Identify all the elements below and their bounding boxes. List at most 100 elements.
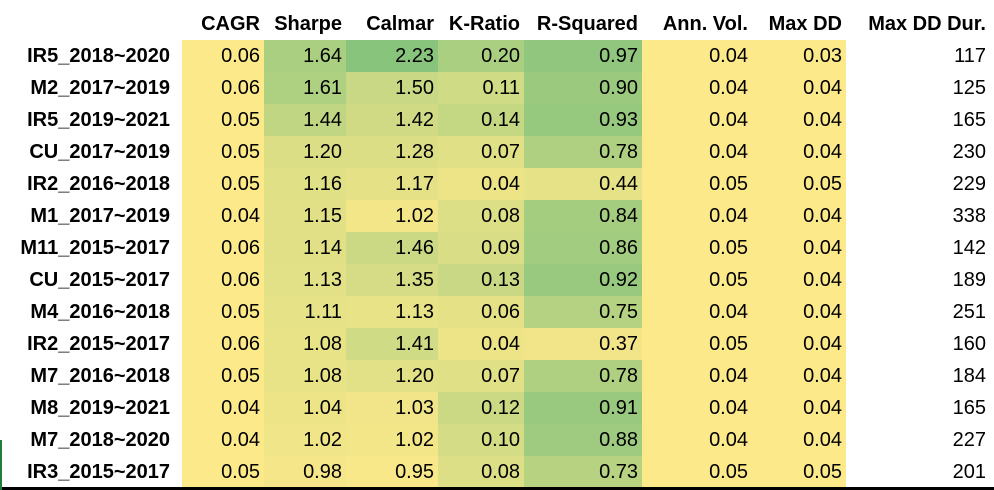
table-cell: 1.04 — [264, 392, 346, 424]
table-cell: 125 — [952, 77, 986, 99]
column-header: Ann. Vol. — [662, 13, 748, 35]
table-cell: 0.92 — [524, 264, 642, 296]
table-cell: 189 — [952, 269, 986, 291]
table-row: IR5_2019~2021 0.05 1.44 1.42 0.14 0.93 0.04 0.0… — [0, 104, 994, 136]
table-cell: 0.04 — [642, 392, 752, 424]
table-cell: 0.03 — [752, 40, 846, 72]
table-cell: 165 — [952, 109, 986, 131]
column-header: Max DD Dur. — [868, 13, 986, 35]
column-header: K-Ratio — [448, 13, 520, 35]
table-cell: 184 — [952, 365, 986, 387]
table-cell: 0.95 — [346, 456, 438, 488]
table-row: M2_2017~2019 0.06 1.61 1.50 0.11 0.90 0.04 0.04… — [0, 72, 994, 104]
table-cell: 338 — [952, 205, 986, 227]
table-cell: 0.04 — [752, 72, 846, 104]
table-cell: 0.78 — [524, 136, 642, 168]
table-cell: 0.04 — [642, 296, 752, 328]
table-cell: 0.04 — [182, 424, 264, 456]
table-cell: 1.14 — [264, 232, 346, 264]
table-cell: 0.78 — [524, 360, 642, 392]
row-label: IR5_2019~2021 — [27, 109, 170, 131]
table-cell: 0.04 — [752, 264, 846, 296]
table-cell: 0.04 — [438, 328, 524, 360]
row-label: CU_2015~2017 — [29, 269, 170, 291]
table-cell: 0.04 — [752, 392, 846, 424]
left-edge-marker — [0, 440, 2, 490]
table-row: M8_2019~2021 0.04 1.04 1.03 0.12 0.91 0.04 0.04… — [0, 392, 994, 424]
table-cell: 229 — [952, 173, 986, 195]
table-cell: 0.05 — [642, 456, 752, 488]
table-cell: 0.04 — [642, 72, 752, 104]
row-label: M4_2016~2018 — [30, 301, 170, 323]
table-cell: 0.04 — [752, 136, 846, 168]
table-cell: 0.04 — [642, 104, 752, 136]
table-cell: 0.04 — [752, 328, 846, 360]
table-cell: 1.46 — [346, 232, 438, 264]
table-cell: 1.03 — [346, 392, 438, 424]
table-cell: 0.07 — [438, 136, 524, 168]
table-cell: 0.04 — [752, 424, 846, 456]
table-cell: 165 — [952, 397, 986, 419]
table-cell: 0.04 — [752, 360, 846, 392]
table-cell: 0.05 — [752, 168, 846, 200]
table-row: IR3_2015~2017 0.05 0.98 0.95 0.08 0.73 0.05 0.0… — [0, 456, 994, 488]
column-header: CAGR — [201, 13, 260, 35]
row-label: IR2_2015~2017 — [27, 333, 170, 355]
table-cell: 0.07 — [438, 360, 524, 392]
table-cell: 1.16 — [264, 168, 346, 200]
table-cell: 0.05 — [182, 104, 264, 136]
table-cell: 0.11 — [438, 72, 524, 104]
table-cell: 0.10 — [438, 424, 524, 456]
table-cell: 1.08 — [264, 360, 346, 392]
table-cell: 0.05 — [182, 296, 264, 328]
row-label: M2_2017~2019 — [30, 77, 170, 99]
table-cell: 0.06 — [182, 40, 264, 72]
row-label: M11_2015~2017 — [20, 237, 170, 259]
table-cell: 0.04 — [752, 296, 846, 328]
table-cell: 0.08 — [438, 456, 524, 488]
table-cell: 1.42 — [346, 104, 438, 136]
table-cell: 1.02 — [346, 200, 438, 232]
row-label: IR5_2018~2020 — [27, 45, 170, 67]
table-cell: 0.06 — [438, 296, 524, 328]
table-row: M7_2018~2020 0.04 1.02 1.02 0.10 0.88 0.04 0.04… — [0, 424, 994, 456]
table-cell: 0.04 — [642, 40, 752, 72]
table-row: IR2_2016~2018 0.05 1.16 1.17 0.04 0.44 0.05 0.0… — [0, 168, 994, 200]
table-cell: 0.97 — [524, 40, 642, 72]
table-cell: 0.12 — [438, 392, 524, 424]
table-cell: 227 — [952, 429, 986, 451]
table-cell: 0.06 — [182, 328, 264, 360]
row-label: IR3_2015~2017 — [27, 461, 170, 483]
table-cell: 0.04 — [642, 424, 752, 456]
table-cell: 0.37 — [524, 328, 642, 360]
table-cell: 0.06 — [182, 264, 264, 296]
table-cell: 2.23 — [346, 40, 438, 72]
table-cell: 0.05 — [642, 232, 752, 264]
table-cell: 1.64 — [264, 40, 346, 72]
table-cell: 0.44 — [524, 168, 642, 200]
table-cell: 142 — [952, 237, 986, 259]
table-cell: 1.20 — [346, 360, 438, 392]
table-cell: 0.06 — [182, 72, 264, 104]
table-cell: 0.05 — [642, 264, 752, 296]
table-cell: 0.04 — [642, 360, 752, 392]
table-cell: 251 — [952, 301, 986, 323]
table-cell: 0.04 — [752, 200, 846, 232]
table-cell: 0.73 — [524, 456, 642, 488]
table-cell: 160 — [952, 333, 986, 355]
table-cell: 0.90 — [524, 72, 642, 104]
table-cell: 0.05 — [642, 168, 752, 200]
table-row: M7_2016~2018 0.05 1.08 1.20 0.07 0.78 0.04 0.04… — [0, 360, 994, 392]
table-cell: 0.05 — [182, 136, 264, 168]
table-cell: 0.05 — [182, 360, 264, 392]
table-cell: 0.20 — [438, 40, 524, 72]
row-label: M7_2018~2020 — [30, 429, 170, 451]
table-cell: 0.05 — [752, 456, 846, 488]
table-cell: 0.04 — [752, 232, 846, 264]
table-row: M4_2016~2018 0.05 1.11 1.13 0.06 0.75 0.04 0.04… — [0, 296, 994, 328]
table-cell: 0.86 — [524, 232, 642, 264]
table-cell: 117 — [954, 45, 986, 67]
column-header: Sharpe — [274, 13, 342, 35]
table-cell: 0.08 — [438, 200, 524, 232]
table-cell: 1.08 — [264, 328, 346, 360]
